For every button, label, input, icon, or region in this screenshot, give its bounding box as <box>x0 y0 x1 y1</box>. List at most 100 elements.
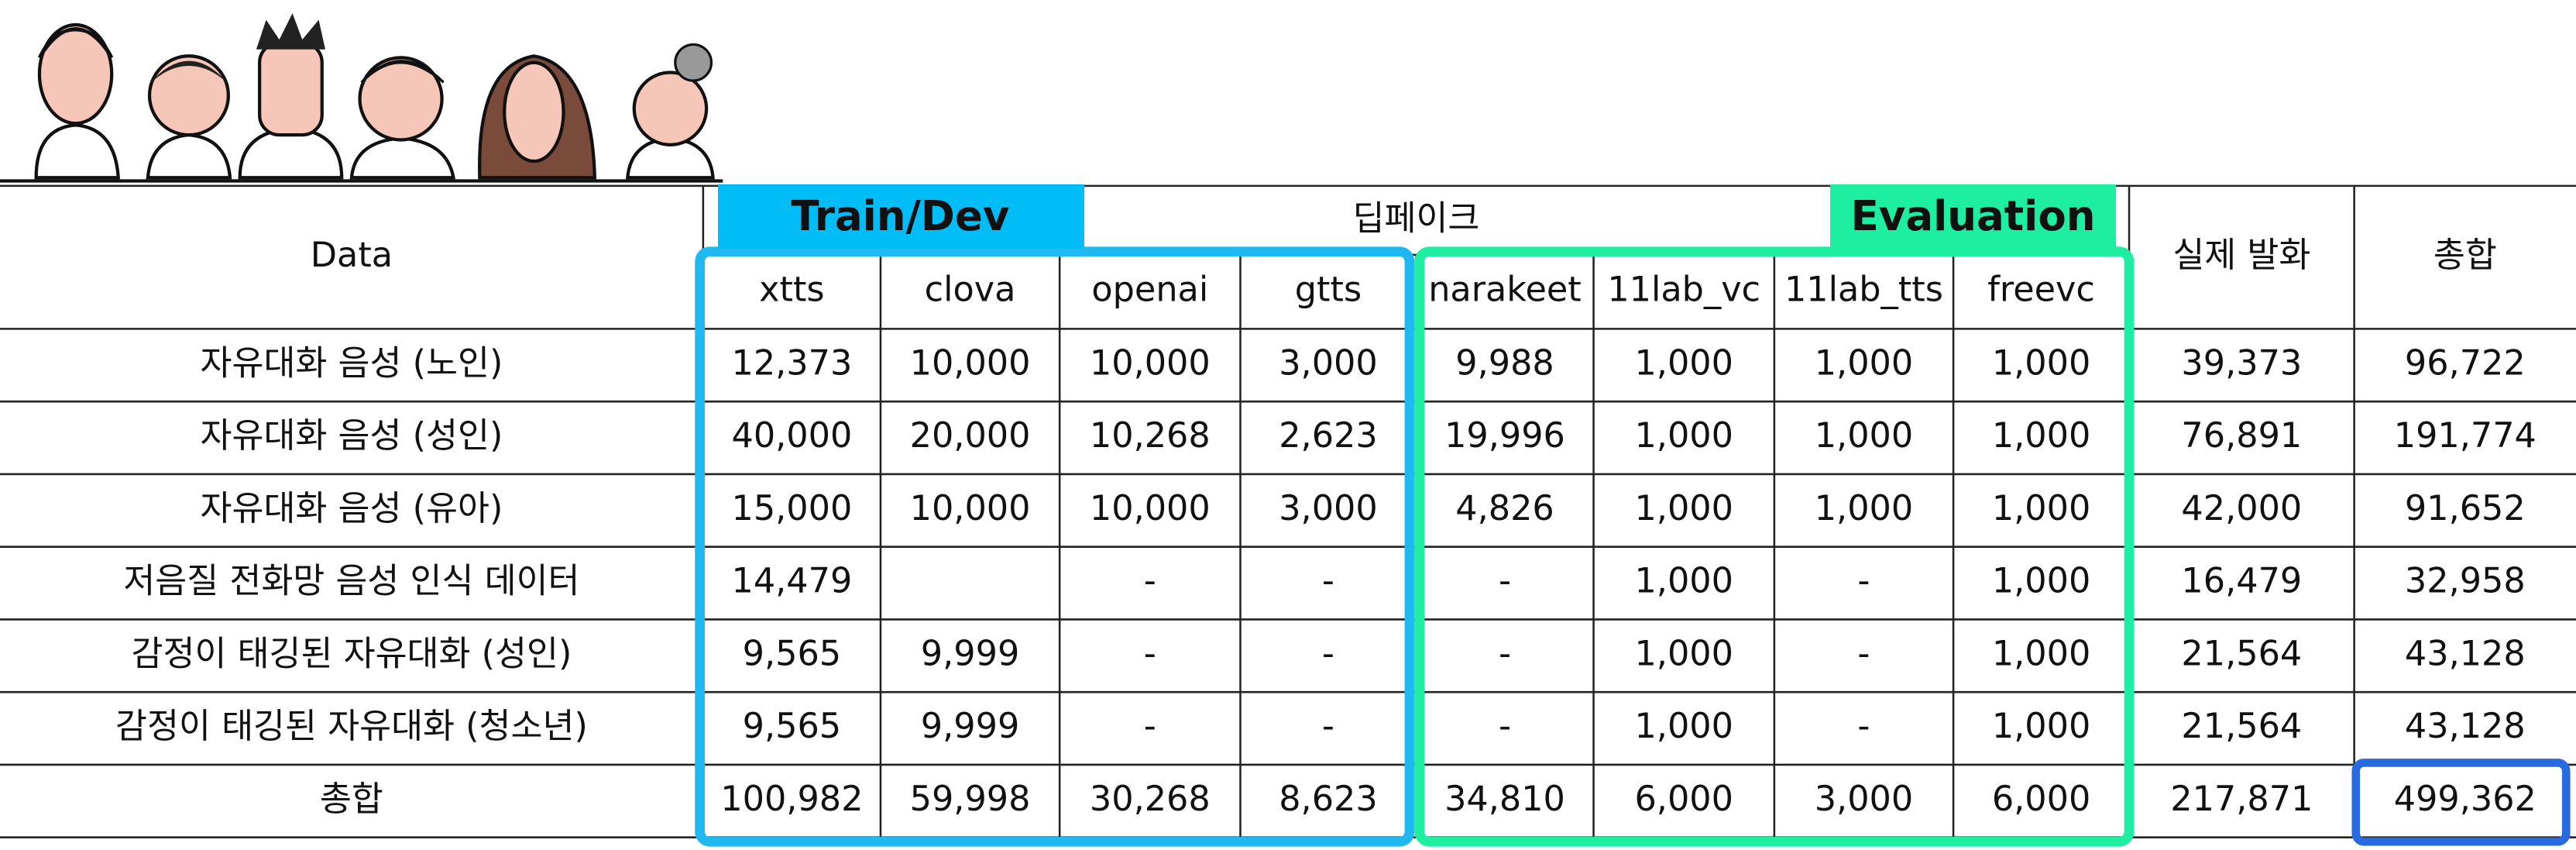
cell: 40,000 <box>731 415 852 456</box>
cell: 217,871 <box>2170 779 2313 819</box>
cell: 16,479 <box>2181 561 2302 601</box>
cell: 20,000 <box>910 415 1031 456</box>
cell: 10,000 <box>910 342 1031 383</box>
cell: 10,268 <box>1090 415 1211 456</box>
header-cell: 총합 <box>2433 235 2497 275</box>
evaluation-tag <box>1829 184 2117 249</box>
row-label: 총합 <box>320 779 383 819</box>
cell: 30,268 <box>1090 779 1211 819</box>
evaluation-outline <box>1414 246 2135 847</box>
cell: - <box>1322 706 1334 746</box>
cell: 1,000 <box>1992 633 2090 673</box>
cell: - <box>1857 633 1870 673</box>
row-label: 자유대화 음성 (노인) <box>201 342 503 383</box>
cell: 91,652 <box>2405 488 2526 528</box>
header-cell: 실제 발화 <box>2172 235 2310 275</box>
cell: - <box>1144 706 1156 746</box>
cell: 3,000 <box>1815 779 1913 819</box>
header-group: 딥페이크 <box>1353 198 1480 238</box>
cell: 39,373 <box>2181 342 2302 383</box>
cell: 59,998 <box>910 779 1031 819</box>
cell: 4,826 <box>1455 488 1554 528</box>
cell: 1,000 <box>1992 415 2090 456</box>
cell: 1,000 <box>1634 342 1733 383</box>
cell: 42,000 <box>2181 488 2302 528</box>
cell: 21,564 <box>2181 633 2302 673</box>
cell: 15,000 <box>731 488 852 528</box>
cell: 9,999 <box>921 706 1019 746</box>
cell: 9,988 <box>1455 342 1554 383</box>
cell: 14,479 <box>731 561 852 601</box>
cell: 76,891 <box>2181 415 2302 456</box>
row-label: 감정이 태깅된 자유대화 (청소년) <box>115 706 588 746</box>
cell: 6,000 <box>1992 779 2090 819</box>
model-header: gtts <box>1295 270 1362 310</box>
cell: - <box>1144 633 1156 673</box>
model-header: 11lab_tts <box>1784 270 1943 310</box>
characters <box>0 13 723 183</box>
grand-total-highlight <box>2351 759 2571 846</box>
cell: 2,623 <box>1279 415 1377 456</box>
cell: 1,000 <box>1992 561 2090 601</box>
model-header: narakeet <box>1428 270 1582 310</box>
cell: 1,000 <box>1634 706 1733 746</box>
cell: 21,564 <box>2181 706 2302 746</box>
model-header: clova <box>925 270 1016 310</box>
cell: 1,000 <box>1992 342 2090 383</box>
model-header: 11lab_vc <box>1607 270 1760 310</box>
cell: 1,000 <box>1992 706 2090 746</box>
model-header: openai <box>1091 270 1208 310</box>
row-label: 감정이 태깅된 자유대화 (성인) <box>132 633 572 673</box>
cell: 9,565 <box>743 633 841 673</box>
train-dev-tag <box>717 184 1084 249</box>
cell: - <box>1857 561 1870 601</box>
cell: 10,000 <box>1090 342 1211 383</box>
row-label: 자유대화 음성 (유아) <box>201 488 503 528</box>
cell: 499,362 <box>2394 779 2537 819</box>
highlights: Train/Dev Evaluation <box>695 184 2571 847</box>
cell: 96,722 <box>2405 342 2526 383</box>
cell: 12,373 <box>731 342 852 383</box>
cell: - <box>1322 633 1334 673</box>
cell: 19,996 <box>1444 415 1565 456</box>
cell: 1,000 <box>1634 488 1733 528</box>
cell: 1,000 <box>1815 488 1913 528</box>
cell: 6,000 <box>1634 779 1733 819</box>
cell: 3,000 <box>1279 488 1377 528</box>
cell: 10,000 <box>1090 488 1211 528</box>
row-label: 저음질 전화망 음성 인식 데이터 <box>123 561 579 601</box>
cell: 9,999 <box>921 633 1019 673</box>
cell: 8,623 <box>1279 779 1377 819</box>
cell: - <box>1499 706 1511 746</box>
cell: 1,000 <box>1634 633 1733 673</box>
cell: - <box>1499 561 1511 601</box>
evaluation-label: Evaluation <box>1851 192 2096 240</box>
model-header: xtts <box>759 270 824 310</box>
cell: 9,565 <box>743 706 841 746</box>
train-dev-outline <box>695 246 1415 847</box>
cell: 32,958 <box>2405 561 2526 601</box>
cell: 1,000 <box>1815 342 1913 383</box>
cell: 191,774 <box>2394 415 2537 456</box>
row-label: 자유대화 음성 (성인) <box>201 415 503 456</box>
cell: 43,128 <box>2405 633 2526 673</box>
cell: - <box>1322 561 1334 601</box>
cell: 1,000 <box>1992 488 2090 528</box>
model-header: freevc <box>1987 270 2095 310</box>
cell: 43,128 <box>2405 706 2526 746</box>
cell: 1,000 <box>1815 415 1913 456</box>
cell: 3,000 <box>1279 342 1377 383</box>
cell: 1,000 <box>1634 561 1733 601</box>
cell: - <box>1499 633 1511 673</box>
cell: - <box>1857 706 1870 746</box>
cell: 100,982 <box>720 779 863 819</box>
cell: - <box>1144 561 1156 601</box>
cell: 1,000 <box>1634 415 1733 456</box>
train-dev-label: Train/Dev <box>791 192 1009 240</box>
cell: 10,000 <box>910 488 1031 528</box>
header-cell: Data <box>311 235 393 275</box>
cell: 34,810 <box>1444 779 1565 819</box>
